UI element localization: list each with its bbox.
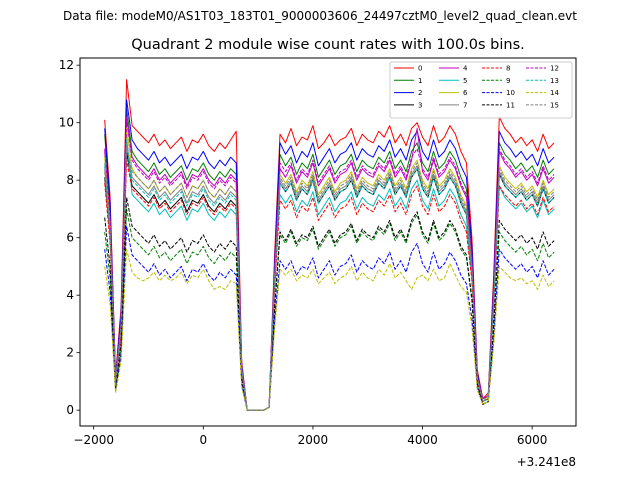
legend-label-14: 14 — [550, 89, 559, 97]
legend-label-2: 2 — [418, 89, 422, 97]
legend-label-15: 15 — [550, 101, 559, 109]
legend-label-1: 1 — [418, 77, 422, 85]
chart-title: Quadrant 2 module wise count rates with … — [131, 37, 525, 53]
series-line-11 — [104, 196, 555, 411]
series-line-15 — [104, 145, 555, 411]
legend-label-6: 6 — [463, 89, 468, 97]
x-offset-text: +3.241e8 — [517, 455, 576, 469]
y-tick-label: 2 — [66, 346, 74, 360]
y-tick-label: 0 — [66, 403, 74, 417]
x-tick-label: −2000 — [73, 433, 114, 447]
y-tick-label: 6 — [66, 231, 74, 245]
legend-label-13: 13 — [550, 77, 559, 85]
legend-label-5: 5 — [463, 77, 467, 85]
legend-label-7: 7 — [463, 101, 467, 109]
series-line-13 — [104, 139, 555, 411]
legend-label-3: 3 — [418, 101, 422, 109]
legend-label-4: 4 — [463, 65, 468, 73]
y-tick-label: 8 — [66, 173, 74, 187]
legend-label-12: 12 — [550, 65, 559, 73]
x-tick-label: 0 — [199, 433, 207, 447]
legend-label-9: 9 — [506, 77, 510, 85]
legend-label-0: 0 — [418, 65, 422, 73]
series-line-12 — [104, 119, 555, 411]
y-tick-label: 10 — [59, 116, 74, 130]
legend-label-10: 10 — [506, 89, 515, 97]
series-layer — [104, 79, 555, 411]
series-line-8 — [104, 159, 555, 411]
suptitle: Data file: modeM0/AS1T03_183T01_90000036… — [63, 9, 577, 23]
legend-label-8: 8 — [506, 65, 510, 73]
y-tick-label: 12 — [59, 58, 74, 72]
x-tick-label: 4000 — [407, 433, 438, 447]
series-line-10 — [104, 225, 555, 411]
series-line-14 — [104, 248, 555, 411]
x-tick-label: 6000 — [517, 433, 548, 447]
legend-box — [389, 61, 573, 119]
y-tick-label: 4 — [66, 288, 74, 302]
legend-label-11: 11 — [506, 101, 515, 109]
axes-frame — [79, 57, 577, 427]
x-tick-label: 2000 — [298, 433, 329, 447]
